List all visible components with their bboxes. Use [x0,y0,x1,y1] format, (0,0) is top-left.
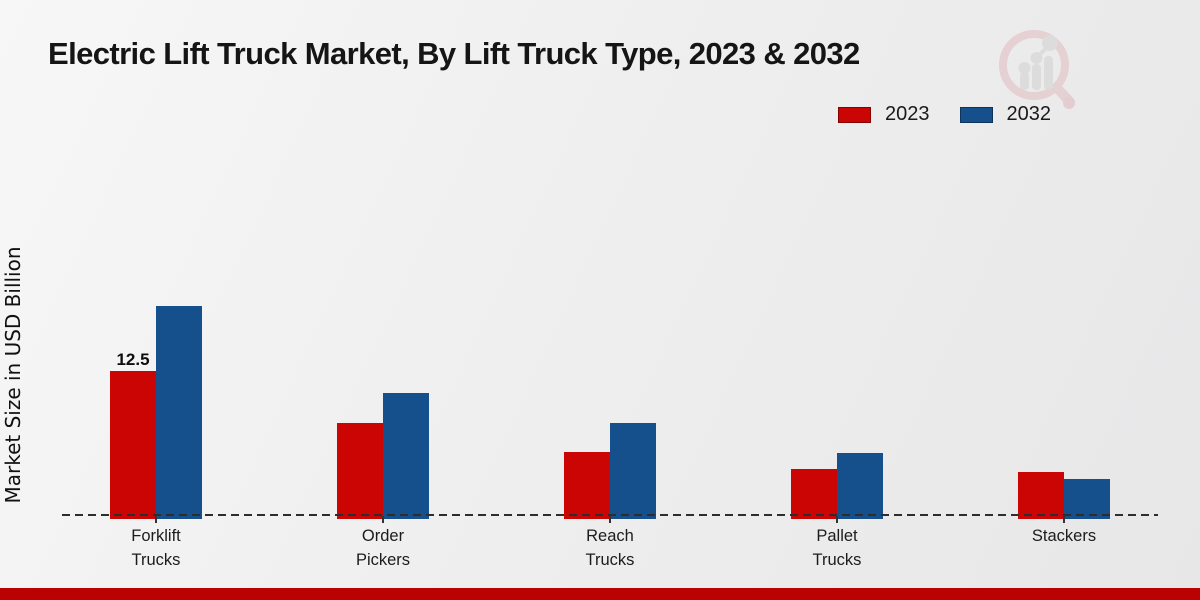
bar-2023-reach-trucks [564,452,610,519]
x-tick-order-pickers [382,516,384,523]
x-tick-pallet-trucks [836,516,838,523]
legend: 2023 2032 [838,103,1051,126]
bar-2023-stackers [1018,472,1064,519]
bar-2032-stackers [1064,479,1110,519]
legend-item-2032: 2032 [959,103,1052,126]
bar-2023-order-pickers [337,423,383,519]
x-tick-label-order-pickers: Order Pickers [355,527,411,569]
x-tick-label-pallet-trucks: Pallet Trucks [812,527,862,569]
chart-title: Electric Lift Truck Market, By Lift Truc… [48,36,860,71]
data-label-2023-forklift-trucks: 12.5 [116,350,150,369]
legend-item-2023: 2023 [838,103,930,126]
y-axis-label: Market Size in USD Billion [1,246,25,504]
legend-swatch-2023 [838,106,871,123]
bar-2023-pallet-trucks [791,469,837,519]
x-tick-label-forklift-trucks: Forklift Trucks [131,527,181,569]
legend-swatch-2032 [959,106,993,123]
bar-2032-forklift-trucks [156,306,202,519]
x-tick-stackers [1063,516,1065,523]
bar-2023-forklift-trucks [110,371,156,519]
x-tick-label-reach-trucks: Reach Trucks [585,527,635,569]
footer-accent-bar [0,588,1200,600]
x-axis-baseline [62,514,1158,516]
x-tick-label-stackers: Stackers [1031,527,1097,545]
bar-2032-reach-trucks [610,423,656,519]
bar-2032-order-pickers [383,393,429,519]
x-tick-reach-trucks [609,516,611,523]
x-tick-forklift-trucks [155,516,157,523]
bar-2032-pallet-trucks [837,453,883,519]
magnifier-bar-chart-logo-icon [999,30,1075,109]
legend-label-2023: 2023 [885,103,930,125]
legend-label-2032: 2032 [1006,103,1052,125]
